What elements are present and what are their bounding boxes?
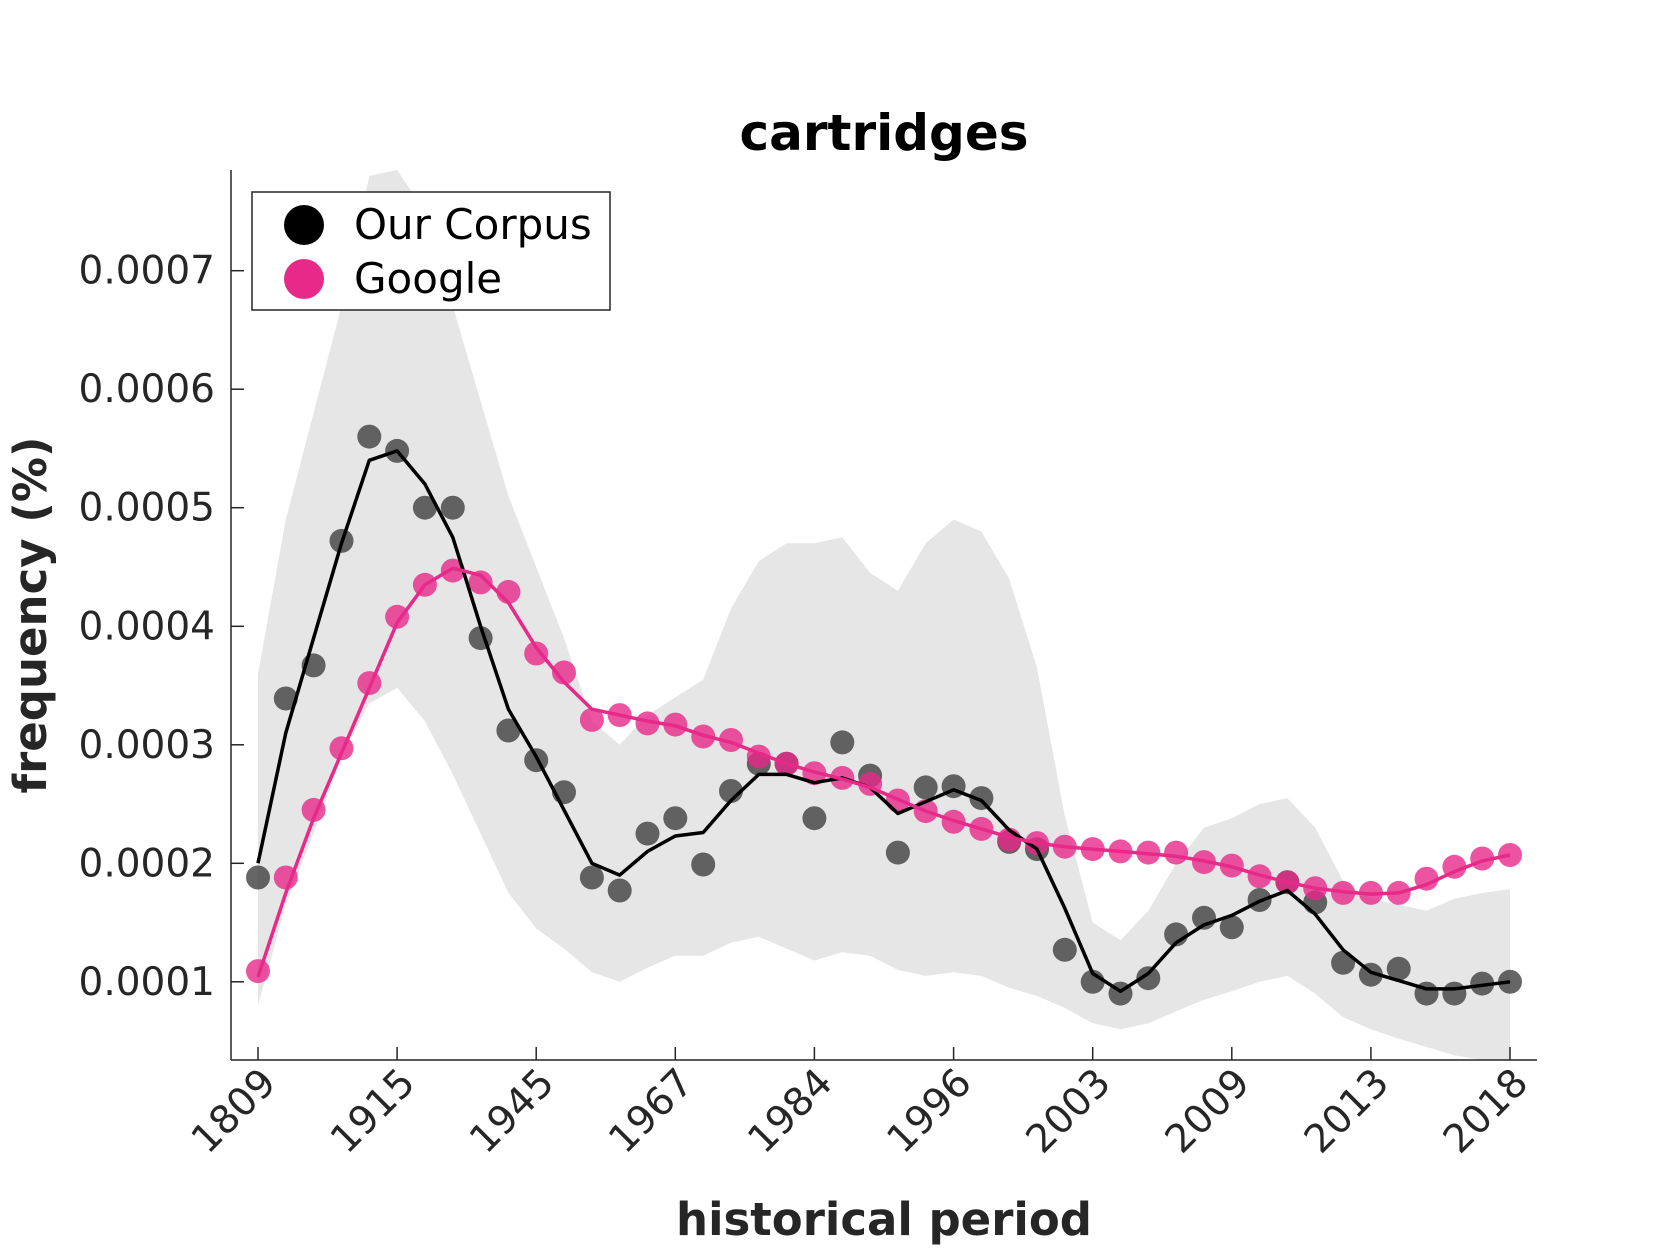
x-tick-label: 1996 <box>879 1060 981 1162</box>
google-point <box>246 959 270 984</box>
y-tick-label: 0.0001 <box>79 960 215 1005</box>
y-tick-label: 0.0007 <box>79 249 215 294</box>
our-corpus-point <box>1219 915 1244 940</box>
x-tick-label: 1945 <box>461 1060 563 1162</box>
x-axis-ticks: 1809 1915 1945 1967 1984 1996 2003 2009 2013 2018 <box>183 1047 1537 1162</box>
our-corpus-point <box>885 840 910 865</box>
x-tick-label: 1967 <box>600 1060 702 1162</box>
x-tick-label: 2018 <box>1435 1060 1537 1162</box>
series-our-corpus-line <box>256 449 1511 994</box>
our-corpus-point <box>246 865 270 890</box>
x-tick-label: 2013 <box>1296 1060 1398 1162</box>
our-corpus-point <box>830 730 855 755</box>
legend: Our Corpus Google <box>251 191 611 311</box>
legend-google-label: Google <box>354 254 502 303</box>
google-point <box>524 641 549 666</box>
x-tick-label: 1809 <box>183 1060 285 1162</box>
x-tick-label: 1915 <box>322 1060 424 1162</box>
our-corpus-point <box>663 806 688 831</box>
our-corpus-point <box>913 775 938 800</box>
our-corpus-point <box>496 718 521 743</box>
legend-google-marker <box>284 259 324 299</box>
y-tick-label: 0.0005 <box>79 486 215 531</box>
x-tick-label: 2009 <box>1157 1060 1259 1162</box>
y-axis-ticks: 0.0001 0.0002 0.0003 0.0004 0.0005 0.0006 0.00… <box>79 249 244 1005</box>
google-point <box>552 660 576 685</box>
our-corpus-point <box>1052 937 1077 962</box>
our-corpus-point <box>802 806 827 831</box>
google-point <box>635 711 660 736</box>
our-corpus-point <box>273 686 298 711</box>
google-point <box>468 570 493 595</box>
our-corpus-point <box>440 495 465 520</box>
google-point <box>1164 840 1189 865</box>
our-corpus-point <box>1136 966 1161 991</box>
x-tick-label: 1984 <box>739 1060 841 1162</box>
our-corpus-point <box>1386 956 1411 981</box>
google-point <box>440 558 465 583</box>
y-axis-label: frequency (%) <box>4 437 57 794</box>
our-corpus-point <box>412 495 437 520</box>
confidence-band <box>258 170 1510 1060</box>
our-corpus-point <box>607 878 632 903</box>
our-corpus-point <box>357 424 382 449</box>
google-point <box>579 707 604 732</box>
y-tick-label: 0.0004 <box>79 604 215 649</box>
our-corpus-point <box>969 786 994 811</box>
y-tick-label: 0.0006 <box>79 367 215 412</box>
legend-our-corpus-marker <box>284 205 324 245</box>
legend-our-corpus-label: Our Corpus <box>354 200 592 249</box>
our-corpus-point <box>1442 981 1467 1006</box>
series-google-line <box>256 566 1511 978</box>
y-tick-label: 0.0002 <box>79 841 215 886</box>
our-corpus-point <box>635 821 660 846</box>
chart-title: cartridges <box>740 104 1029 162</box>
google-point <box>273 865 298 890</box>
google-point <box>385 604 410 629</box>
plot-area <box>246 170 1522 1060</box>
x-axis-label: historical period <box>676 1193 1092 1246</box>
x-tick-label: 2003 <box>1018 1060 1120 1162</box>
y-tick-label: 0.0003 <box>79 723 215 768</box>
our-corpus-point <box>579 865 604 890</box>
our-corpus-point <box>691 852 716 877</box>
